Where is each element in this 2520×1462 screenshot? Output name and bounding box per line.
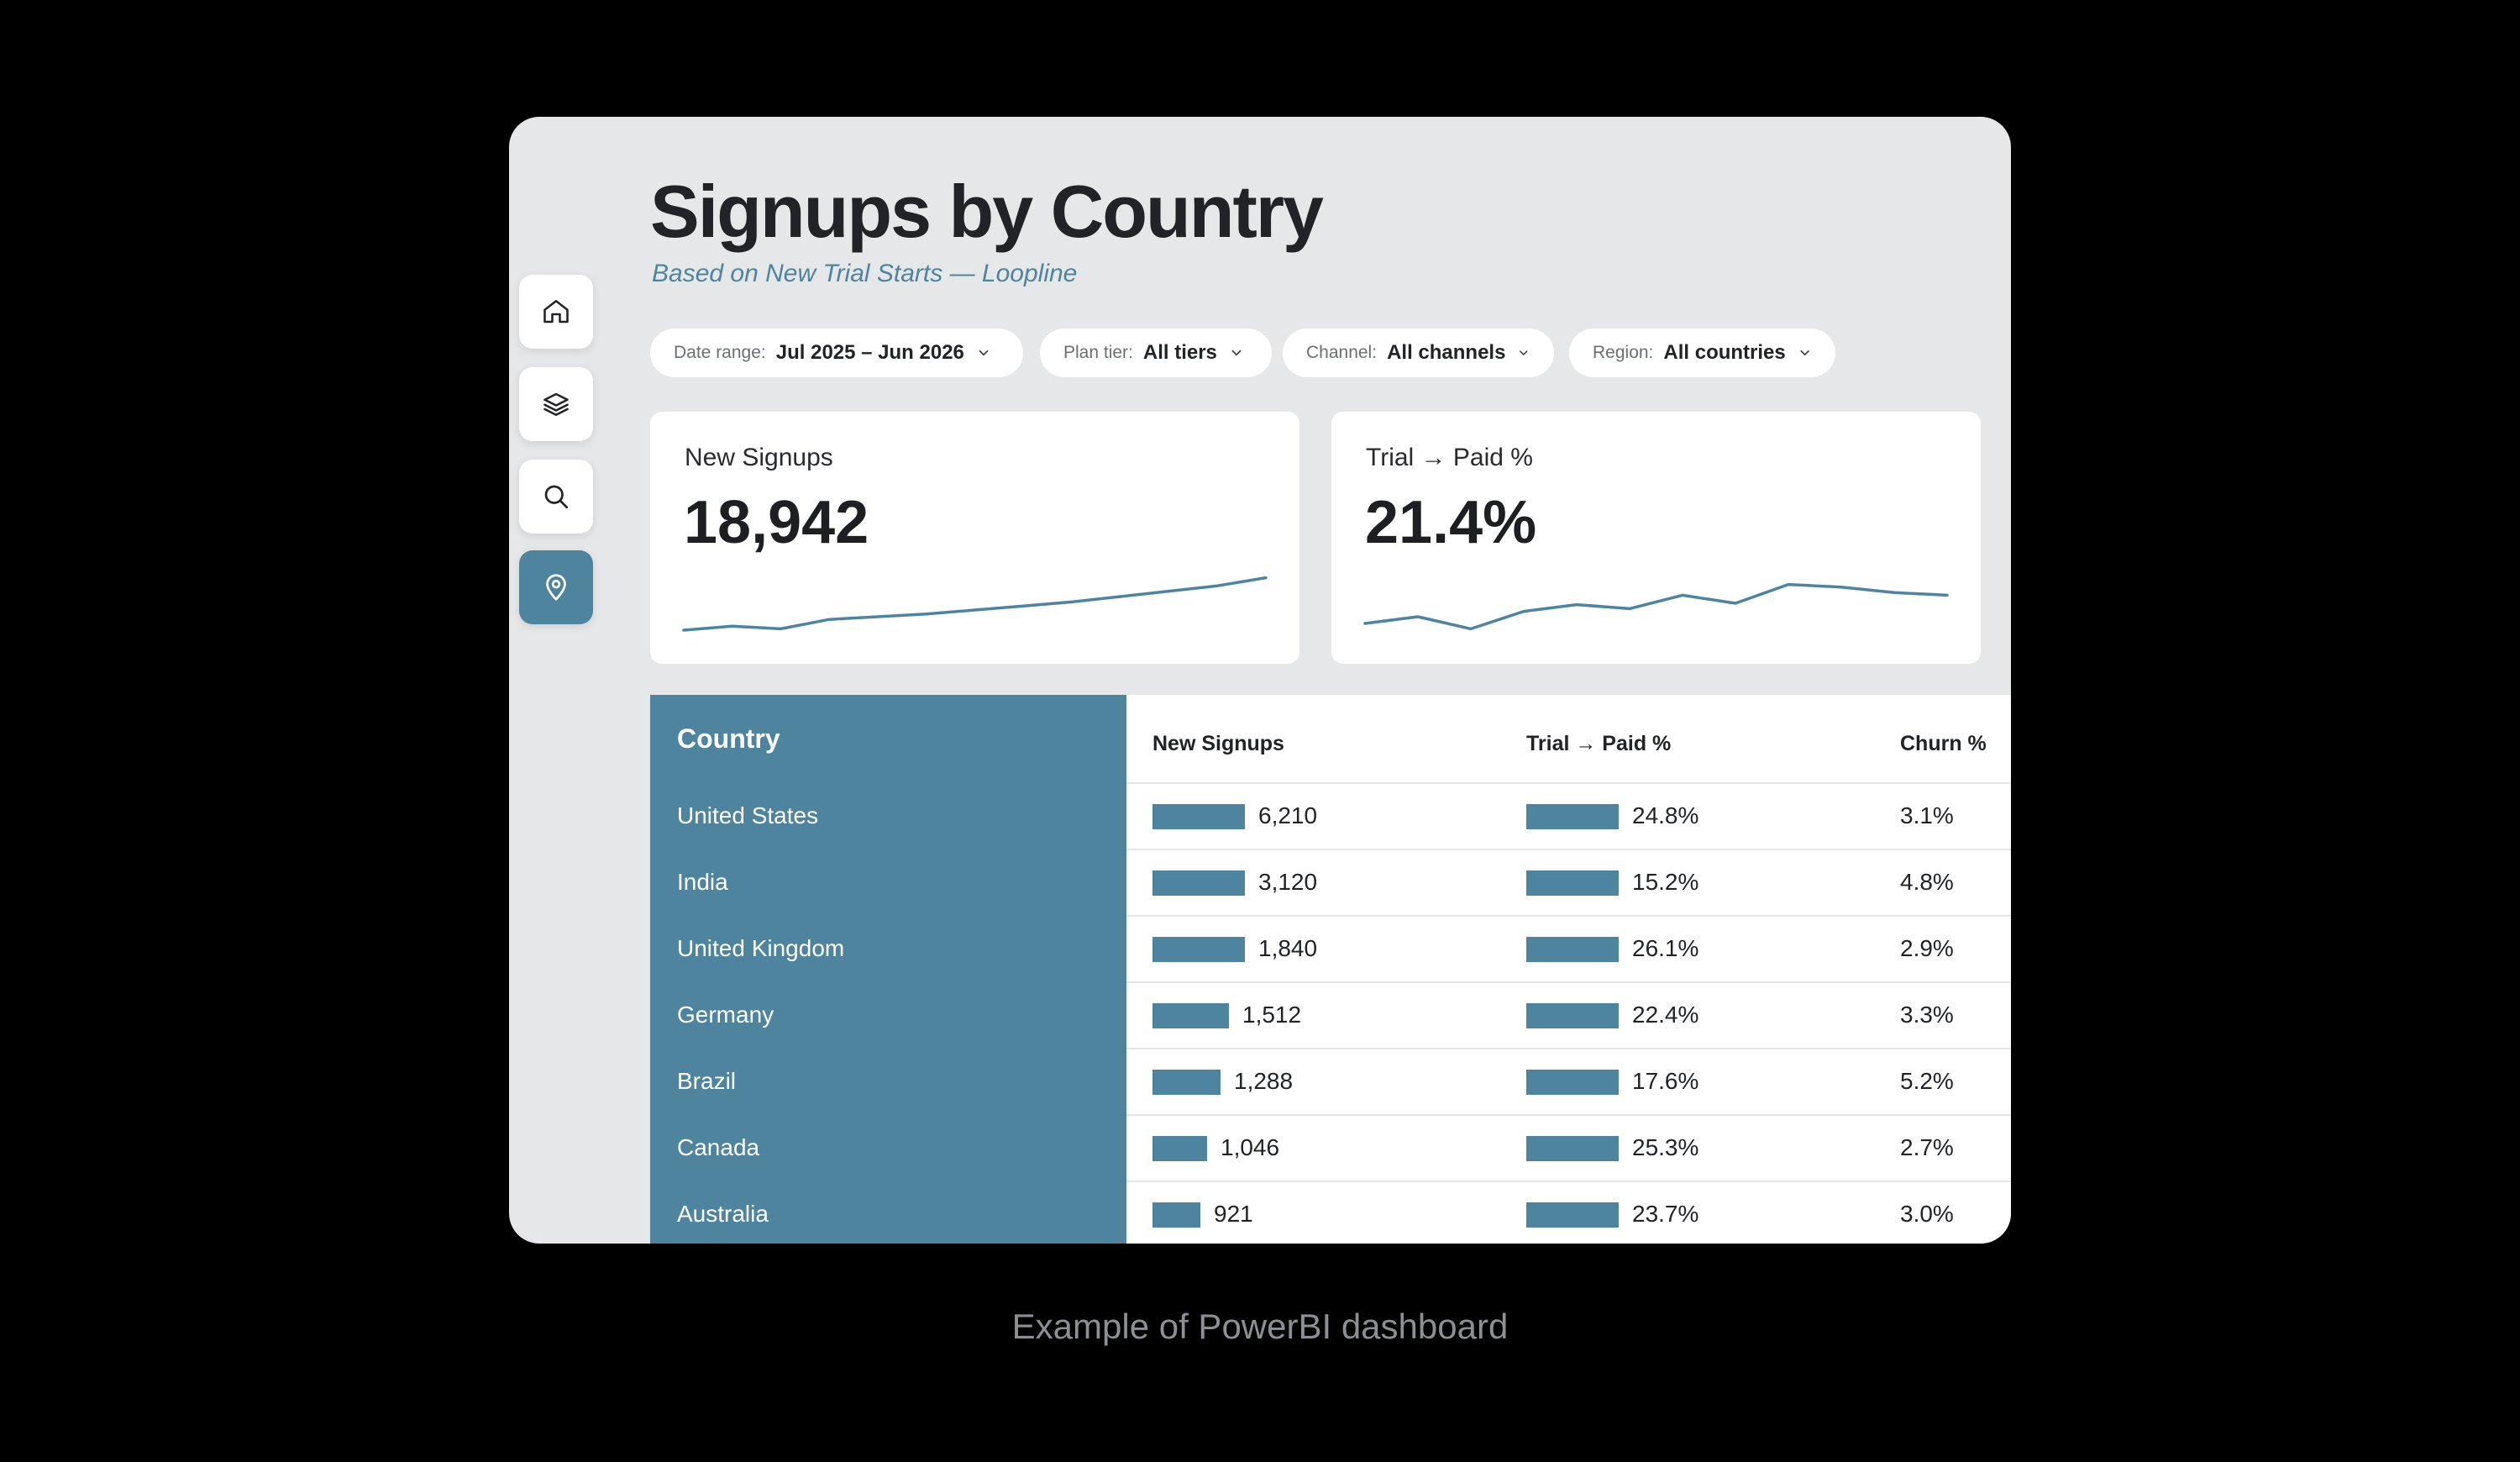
- churn-value: 3.0%: [1900, 1200, 1954, 1227]
- trial-paid-bar: [1526, 1069, 1619, 1095]
- trial-paid-value: 24.8%: [1632, 802, 1699, 828]
- filter-channel[interactable]: Channel: All channels: [1283, 329, 1554, 377]
- filter-date-range[interactable]: Date range: Jul 2025 – Jun 2026: [650, 329, 1023, 377]
- row-divider: [1126, 782, 2011, 784]
- trial-paid-bar: [1526, 1135, 1619, 1161]
- home-icon: [543, 299, 569, 323]
- row-divider: [1126, 1048, 2011, 1049]
- signups-value: 1,288: [1234, 1067, 1294, 1094]
- filter-value: All tiers: [1142, 341, 1217, 364]
- figure-caption: Example of PowerBI dashboard: [1011, 1307, 1509, 1346]
- kpi-value: 21.4%: [1365, 489, 1537, 556]
- chevron-down-icon: [1800, 350, 1809, 356]
- signups-bar: [1152, 803, 1245, 829]
- trial-paid-value: 15.2%: [1632, 868, 1699, 895]
- country-cell: Australia: [677, 1200, 769, 1227]
- kpi-value: 18,942: [684, 489, 869, 556]
- map-pin-icon: [546, 574, 566, 601]
- filter-label: Date range:: [674, 343, 766, 362]
- search-icon: [544, 485, 569, 509]
- country-cell: United Kingdom: [677, 934, 845, 961]
- kpi-sparkline: [682, 576, 1268, 632]
- trial-paid-bar: [1526, 803, 1619, 829]
- filter-value: All channels: [1387, 341, 1506, 364]
- country-cell: United States: [677, 802, 819, 828]
- filter-label: Channel:: [1306, 343, 1378, 362]
- kpi-sparkline: [1363, 582, 1949, 631]
- page-subtitle: Based on New Trial Starts — Loopline: [652, 260, 1078, 287]
- trial-paid-value: 17.6%: [1632, 1067, 1699, 1094]
- country-cell: India: [677, 868, 728, 895]
- churn-value: 2.7%: [1900, 1133, 1954, 1160]
- filter-label: Plan tier:: [1063, 343, 1133, 362]
- trial-paid-value: 23.7%: [1632, 1200, 1699, 1227]
- sparkline-line: [1363, 582, 1949, 631]
- chevron-down-icon: [1520, 350, 1528, 355]
- signups-bar: [1152, 1069, 1221, 1095]
- trial-paid-bar: [1526, 1202, 1619, 1228]
- kpi-label: New Signups: [685, 444, 833, 471]
- churn-value: 5.2%: [1900, 1067, 1954, 1094]
- country-table: Country United States India United Kingdom…: [650, 695, 2011, 1244]
- signups-value: 921: [1214, 1200, 1253, 1227]
- signups-value: 1,046: [1221, 1133, 1280, 1160]
- nav-home-button[interactable]: [519, 275, 593, 349]
- signups-bar: [1152, 936, 1245, 962]
- row-divider: [1126, 1181, 2011, 1182]
- trial-paid-bar: [1526, 936, 1619, 962]
- country-cell: Brazil: [677, 1067, 737, 1094]
- country-column: Country United States India United Kingdom…: [650, 695, 1126, 1244]
- chevron-down-icon: [1231, 350, 1242, 356]
- signups-value: 6,210: [1258, 802, 1318, 828]
- signups-bar: [1152, 1202, 1200, 1228]
- column-header-country[interactable]: Country: [677, 723, 780, 754]
- nav-layers-button[interactable]: [519, 367, 593, 441]
- kpi-card-new-signups[interactable]: New Signups 18,942: [650, 412, 1299, 664]
- filter-region[interactable]: Region: All countries: [1569, 329, 1835, 377]
- dashboard-card: Signups by Country Based on New Trial St…: [509, 117, 2011, 1244]
- kpi-card-trial-paid[interactable]: Trial → Paid % 21.4%: [1331, 412, 1981, 664]
- signups-bar: [1152, 1002, 1229, 1028]
- filter-plan-tier[interactable]: Plan tier: All tiers: [1040, 329, 1272, 377]
- signups-bar: [1152, 870, 1245, 896]
- row-divider: [1126, 915, 2011, 917]
- country-cell: Canada: [677, 1133, 760, 1160]
- signups-bar: [1152, 1135, 1207, 1161]
- churn-value: 2.9%: [1900, 934, 1954, 961]
- row-divider: [1126, 981, 2011, 983]
- chevron-down-icon: [979, 350, 989, 356]
- country-cell: Germany: [677, 1001, 774, 1028]
- metrics-area: New Signups Trial → Paid % Churn % 6,210…: [1126, 695, 2011, 1244]
- kpi-label: Trial → Paid %: [1366, 444, 1533, 471]
- filter-label: Region:: [1593, 343, 1654, 362]
- trial-paid-value: 25.3%: [1632, 1133, 1699, 1160]
- column-header-trial-paid[interactable]: Trial → Paid %: [1526, 732, 1672, 755]
- layers-icon: [543, 392, 569, 417]
- column-header-signups[interactable]: New Signups: [1152, 732, 1284, 755]
- trial-paid-bar: [1526, 870, 1619, 896]
- sparkline-line: [682, 576, 1268, 632]
- nav-map-button[interactable]: [519, 550, 593, 624]
- column-header-churn[interactable]: Churn %: [1900, 732, 1987, 755]
- filter-value: Jul 2025 – Jun 2026: [775, 341, 964, 364]
- trial-paid-value: 26.1%: [1632, 934, 1699, 961]
- churn-value: 3.1%: [1900, 802, 1954, 828]
- signups-value: 1,512: [1242, 1001, 1302, 1028]
- filter-value: All countries: [1663, 341, 1786, 364]
- trial-paid-bar: [1526, 1002, 1619, 1028]
- churn-value: 4.8%: [1900, 868, 1954, 895]
- nav-search-button[interactable]: [519, 460, 593, 534]
- signups-value: 1,840: [1258, 934, 1318, 961]
- signups-value: 3,120: [1258, 868, 1318, 895]
- page-title: Signups by Country: [650, 170, 1324, 253]
- trial-paid-value: 22.4%: [1632, 1001, 1699, 1028]
- row-divider: [1126, 849, 2011, 850]
- churn-value: 3.3%: [1900, 1001, 1954, 1028]
- row-divider: [1126, 1114, 2011, 1116]
